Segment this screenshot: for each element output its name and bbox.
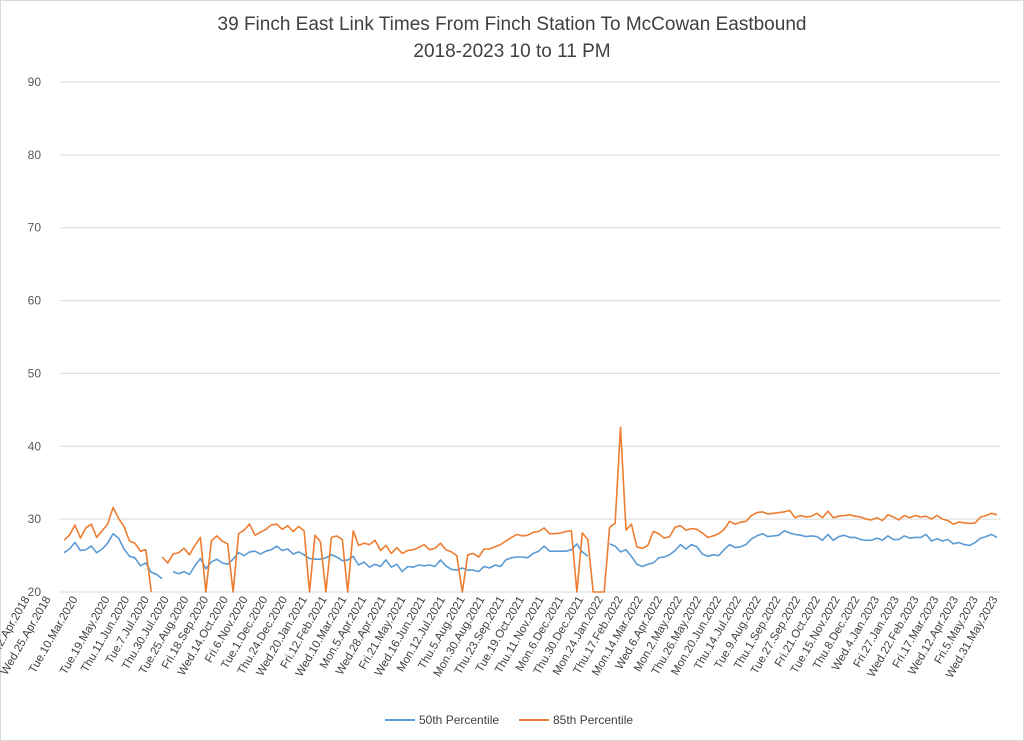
series-lines bbox=[63, 426, 998, 593]
y-tick-label: 40 bbox=[28, 439, 42, 453]
x-axis-ticks: Mon.2.Apr.2018Wed.25.Apr.2018Tue.10.Mar.… bbox=[0, 594, 1001, 680]
chart-title: 39 Finch East Link Times From Finch Stat… bbox=[217, 14, 807, 35]
series-line-p85 bbox=[63, 426, 998, 593]
y-tick-label: 80 bbox=[28, 148, 42, 162]
y-tick-label: 50 bbox=[28, 366, 42, 380]
legend-label-p85: 85th Percentile bbox=[553, 713, 633, 727]
y-axis-ticks: 20 30 40 50 60 70 80 90 bbox=[28, 75, 42, 599]
gridlines bbox=[60, 81, 1001, 593]
y-tick-label: 20 bbox=[28, 585, 42, 599]
chart-subtitle: 2018-2023 10 to 11 PM bbox=[413, 41, 611, 62]
y-tick-label: 60 bbox=[28, 294, 42, 308]
legend-label-p50: 50th Percentile bbox=[419, 713, 499, 727]
y-tick-label: 90 bbox=[28, 75, 42, 89]
y-tick-label: 30 bbox=[28, 512, 42, 526]
y-tick-label: 70 bbox=[28, 221, 42, 235]
series-line-p50 bbox=[63, 530, 998, 580]
legend: 50th Percentile 85th Percentile bbox=[385, 713, 633, 727]
